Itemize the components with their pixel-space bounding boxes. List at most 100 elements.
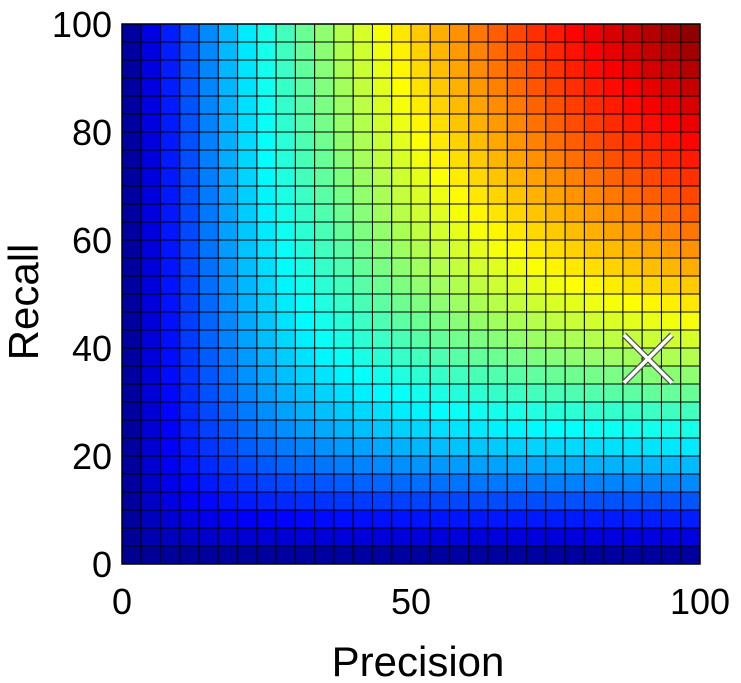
heatmap-cell [160,149,181,169]
heatmap-cell [160,77,181,97]
heatmap-cell [449,437,470,457]
heatmap-cell [121,491,142,511]
heatmap-cell [680,545,701,565]
heatmap-cell [487,491,508,511]
heatmap-cell [371,419,393,439]
heatmap-cell [140,473,162,493]
heatmap-cell [121,437,142,457]
heatmap-cell [237,311,258,331]
heatmap-cell [217,239,239,259]
heatmap-cell [449,527,470,547]
heatmap-cell [429,23,451,43]
heatmap-cell [198,23,219,43]
heatmap-cell [333,383,354,403]
heatmap-cell [314,185,335,205]
heatmap-cell [410,455,431,475]
heatmap-cell [641,455,662,475]
heatmap-cell [371,113,393,133]
heatmap-cell [680,77,701,97]
heatmap-cell [314,419,335,439]
heatmap-cell [352,509,373,529]
heatmap-cell [603,77,624,97]
heatmap-cell [160,329,181,349]
heatmap-cell [680,311,701,331]
heatmap-cell [603,383,624,403]
heatmap-cell [468,59,489,79]
heatmap-cell [160,455,181,475]
heatmap-cell [198,329,219,349]
heatmap-cell [680,329,701,349]
heatmap-cell [526,347,547,367]
heatmap-cell [660,401,682,421]
heatmap-cell [391,239,412,259]
heatmap-cell [333,437,354,457]
heatmap-cell [660,23,682,43]
heatmap-cell [121,221,142,241]
heatmap-cell [410,239,431,259]
heatmap-cell [429,41,451,61]
heatmap-cell [294,365,316,385]
heatmap-cell [526,365,547,385]
heatmap-cell [352,491,373,511]
heatmap-cell [314,509,335,529]
heatmap-cell [371,77,393,97]
heatmap-cell [391,473,412,493]
heatmap-cell [410,77,431,97]
heatmap-cell [468,95,489,115]
heatmap-cell [526,473,547,493]
heatmap-cell [391,95,412,115]
heatmap-cell [660,167,682,187]
heatmap-cell [468,347,489,367]
plot-frame [121,23,701,565]
heatmap-cell [140,491,162,511]
heatmap-cell [506,419,528,439]
heatmap-cell [352,437,373,457]
heatmap-cell [237,185,258,205]
heatmap-cell [121,41,142,61]
heatmap-cell [506,293,528,313]
heatmap-cell [564,545,585,565]
heatmap-cell [622,95,643,115]
heatmap-cell [449,275,470,295]
heatmap-cell [526,401,547,421]
heatmap-cell [275,383,296,403]
heatmap-cell [294,23,316,43]
heatmap-cell [564,113,585,133]
heatmap-cell [506,113,528,133]
heatmap-cell [468,383,489,403]
heatmap-cell [641,419,662,439]
heatmap-cell [217,221,239,241]
heatmap-cell [371,239,393,259]
heatmap-cell [583,59,605,79]
heatmap-cell [564,239,585,259]
heatmap-cell [198,203,219,223]
heatmap-cell [314,95,335,115]
heatmap-cell [622,383,643,403]
heatmap-cell [256,329,277,349]
heatmap-cell [179,41,200,61]
heatmap-cell [391,257,412,277]
heatmap-cell [545,527,566,547]
heatmap-cell [237,419,258,439]
heatmap-cell [333,275,354,295]
heatmap-cell [506,131,528,151]
heatmap-cell [140,455,162,475]
heatmap-cell [680,527,701,547]
heatmap-cell [641,257,662,277]
heatmap-cell [275,149,296,169]
heatmap-cell [641,59,662,79]
heatmap-cell [217,77,239,97]
heatmap-cell [506,59,528,79]
heatmap-cell [487,239,508,259]
heatmap-cell [179,167,200,187]
heatmap-cell [603,95,624,115]
heatmap-cell [603,347,624,367]
heatmap-cell [275,545,296,565]
heatmap-cell [333,131,354,151]
heatmap-cell [198,365,219,385]
heatmap-cell [564,509,585,529]
heatmap-cell [410,221,431,241]
heatmap-cell [314,167,335,187]
heatmap-cell [660,59,682,79]
heatmap-cell [506,311,528,331]
